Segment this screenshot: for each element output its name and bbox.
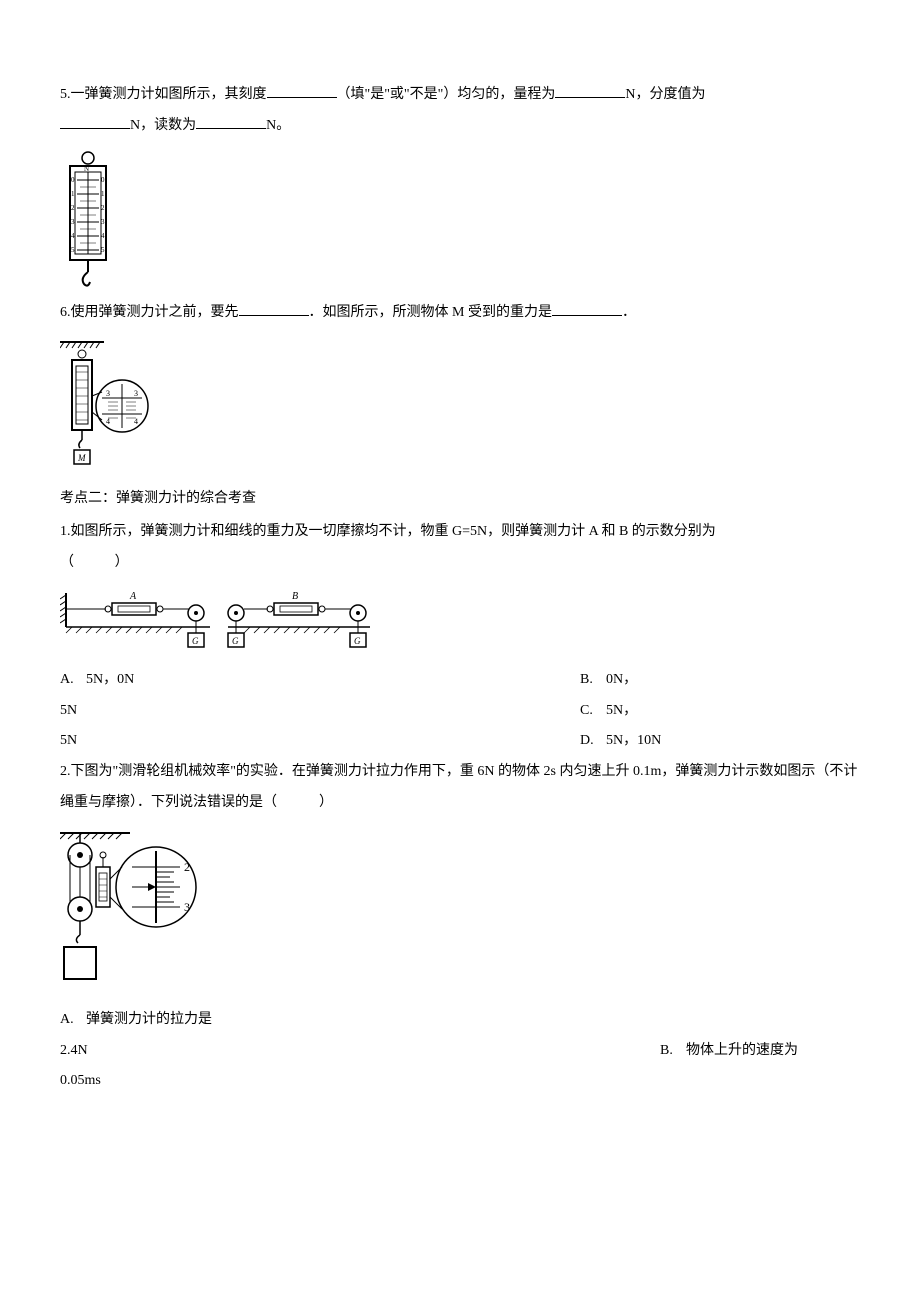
s2q1-options: A.5N，0N B.0N， 5N C.5N， 5N D.5N，10N [60, 665, 860, 757]
q6-mid1: ．如图所示，所测物体 M 受到的重力是 [309, 305, 552, 320]
opt-A-text: 5N，0N [86, 672, 134, 687]
svg-text:3: 3 [134, 389, 138, 398]
q6-blank-2[interactable] [552, 302, 622, 316]
svg-text:4: 4 [101, 232, 105, 240]
s2q2-line2-left: 2.4N [60, 1043, 88, 1058]
svg-text:1: 1 [101, 190, 105, 198]
opt-line3-left: 5N [60, 733, 77, 748]
svg-text:1: 1 [71, 190, 75, 198]
s2q1-paren: （ ） [60, 555, 133, 570]
question-5: 5.一弹簧测力计如图所示，其刻度 （填"是"或"不是"）均匀的，量程为 N，分度值为… [60, 80, 860, 142]
svg-text:3: 3 [184, 900, 190, 914]
opt-line2-left: 5N [60, 703, 77, 718]
q6-prefix: 6.使用弹簧测力计之前，要先 [60, 305, 239, 320]
s2q2-options: A.弹簧测力计的拉力是 2.4N B.物体上升的速度为 0.05ms [60, 1005, 860, 1097]
svg-text:0: 0 [71, 176, 75, 184]
s2q1-text: 1.如图所示，弹簧测力计和细线的重力及一切摩擦均不计，物重 G=5N，则弹簧测力… [60, 524, 716, 539]
svg-text:2: 2 [184, 860, 190, 874]
svg-text:4: 4 [134, 417, 138, 426]
s2q2-opt-B-text: 物体上升的速度为 [686, 1043, 798, 1058]
opt-A-label: A. [60, 665, 86, 696]
svg-text:5: 5 [101, 246, 105, 254]
svg-text:B: B [292, 591, 298, 602]
svg-text:G: G [192, 636, 199, 646]
s2q2-opt-A-text: 弹簧测力计的拉力是 [86, 1012, 212, 1027]
opt-B-text: 0N， [606, 672, 637, 687]
figure-q6-spring-scale-zoom: M 3 3 4 4 [60, 336, 860, 476]
q6-suffix: ． [622, 305, 636, 320]
q5-mid2: N，分度值为 [625, 87, 705, 102]
svg-text:2: 2 [101, 204, 105, 212]
s2-question-2: 2.下图为"测滑轮组机械效率"的实验．在弹簧测力计拉力作用下，重 6N 的物体 … [60, 757, 860, 819]
svg-text:4: 4 [106, 417, 110, 426]
svg-text:5: 5 [71, 246, 75, 254]
q6-blank-1[interactable] [239, 302, 309, 316]
s2-question-1: 1.如图所示，弹簧测力计和细线的重力及一切摩擦均不计，物重 G=5N，则弹簧测力… [60, 517, 860, 579]
q5-prefix: 5.一弹簧测力计如图所示，其刻度 [60, 87, 267, 102]
q5-blank-1[interactable] [267, 84, 337, 98]
svg-text:3: 3 [71, 218, 75, 226]
svg-text:M: M [77, 453, 86, 463]
svg-text:A: A [129, 591, 137, 602]
opt-D-label: D. [580, 726, 606, 757]
q5-mid3: N，读数为 [130, 118, 196, 133]
figure-s2q2-pulley-system: 2 3 [60, 827, 860, 997]
svg-text:4: 4 [71, 232, 75, 240]
svg-text:0: 0 [101, 176, 105, 184]
section-2-title: 考点二：弹簧测力计的综合考查 [60, 484, 860, 515]
question-6: 6.使用弹簧测力计之前，要先 ．如图所示，所测物体 M 受到的重力是 ． [60, 298, 860, 329]
opt-D-text: 5N，10N [606, 733, 661, 748]
s2q2-opt-B-label: B. [660, 1036, 686, 1067]
figure-s2q1-pulleys: A G G B G [60, 587, 860, 657]
q5-blank-4[interactable] [196, 115, 266, 129]
figure-q5-spring-scale: N 0 0 1 1 2 2 3 3 4 4 5 5 [60, 150, 860, 290]
opt-C-label: C. [580, 696, 606, 727]
svg-text:3: 3 [101, 218, 105, 226]
svg-text:2: 2 [71, 204, 75, 212]
q5-suffix: N。 [266, 118, 290, 133]
svg-text:N: N [84, 165, 89, 173]
q5-mid1: （填"是"或"不是"）均匀的，量程为 [337, 87, 556, 102]
svg-text:G: G [354, 636, 361, 646]
q5-blank-2[interactable] [555, 84, 625, 98]
opt-B-label: B. [580, 665, 606, 696]
s2q2-text: 2.下图为"测滑轮组机械效率"的实验．在弹簧测力计拉力作用下，重 6N 的物体 … [60, 764, 857, 810]
svg-text:G: G [232, 636, 239, 646]
s2q2-opt-A-label: A. [60, 1005, 86, 1036]
q5-blank-3[interactable] [60, 115, 130, 129]
svg-text:3: 3 [106, 389, 110, 398]
s2q2-line3-left: 0.05ms [60, 1073, 101, 1088]
opt-C-text: 5N， [606, 703, 637, 718]
